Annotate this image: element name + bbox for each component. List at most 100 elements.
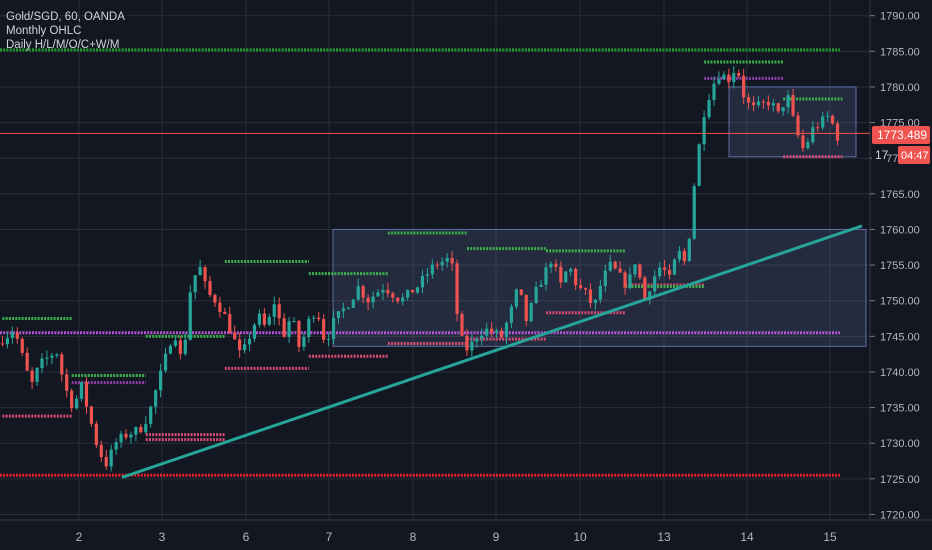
candle-body bbox=[593, 299, 598, 303]
candle-body bbox=[658, 267, 662, 277]
price-tick-label: 1720.00 bbox=[880, 509, 920, 521]
candle-body bbox=[129, 434, 133, 438]
candle-body bbox=[30, 370, 34, 382]
candle-body bbox=[203, 267, 207, 282]
candle-body bbox=[672, 259, 677, 275]
candle-body bbox=[302, 336, 306, 347]
candle-body bbox=[598, 286, 602, 300]
candle-body bbox=[430, 264, 434, 275]
candle-body bbox=[410, 289, 415, 293]
candle-body bbox=[692, 186, 696, 239]
candle-body bbox=[687, 238, 691, 262]
candle-body bbox=[351, 299, 355, 308]
candle-body bbox=[727, 74, 731, 83]
candle-body bbox=[618, 268, 622, 273]
time-tick-label: 8 bbox=[410, 530, 417, 544]
price-tick-label: 1765.00 bbox=[880, 189, 920, 201]
candle-body bbox=[806, 142, 810, 149]
candle-body bbox=[529, 303, 533, 321]
candle-body bbox=[406, 289, 410, 298]
candle-body bbox=[322, 319, 326, 340]
candle-body bbox=[569, 268, 573, 272]
candle-body bbox=[163, 353, 168, 371]
candle-body bbox=[603, 270, 607, 287]
candle-body bbox=[213, 295, 217, 303]
candle-body bbox=[578, 285, 583, 289]
candle-body bbox=[791, 95, 795, 116]
candle-body bbox=[494, 330, 499, 333]
candle-body bbox=[262, 313, 266, 325]
candle-body bbox=[440, 261, 444, 266]
candle-body bbox=[653, 276, 657, 292]
candle-body bbox=[183, 339, 187, 355]
candle-body bbox=[218, 302, 222, 312]
candle-body bbox=[193, 275, 197, 293]
candle-body bbox=[89, 406, 94, 424]
candle-body bbox=[697, 144, 701, 187]
countdown-tag bbox=[898, 146, 930, 164]
candle-body bbox=[168, 345, 173, 354]
price-tick-label: 1735.00 bbox=[880, 403, 920, 415]
candle-body bbox=[371, 296, 375, 303]
price-tick-label: 1730.00 bbox=[880, 438, 920, 450]
time-tick-label: 2 bbox=[76, 530, 83, 544]
candle-body bbox=[534, 287, 538, 304]
candle-body bbox=[158, 370, 163, 391]
time-tick-label: 7 bbox=[326, 530, 333, 544]
candle-body bbox=[514, 289, 518, 307]
candle-body bbox=[460, 313, 464, 336]
candle-body bbox=[420, 275, 425, 288]
candle-body bbox=[45, 357, 49, 359]
indicator-daily-levels[interactable]: Daily H/L/M/O/C+W/M bbox=[6, 39, 120, 51]
time-tick-label: 9 bbox=[493, 530, 500, 544]
candle-body bbox=[544, 267, 548, 285]
candle-body bbox=[746, 97, 751, 103]
ascending-trendline bbox=[121, 224, 863, 479]
candle-body bbox=[801, 135, 805, 149]
candle-body bbox=[297, 320, 301, 347]
trendline[interactable] bbox=[121, 224, 863, 479]
time-tick-label: 13 bbox=[657, 530, 671, 544]
last-price-value: 1773.489 bbox=[877, 128, 927, 142]
candle-body bbox=[312, 317, 316, 319]
candle-body bbox=[509, 306, 514, 323]
price-tick-label: 1760.00 bbox=[880, 224, 920, 236]
candle-body bbox=[485, 328, 489, 336]
candle-body bbox=[317, 317, 321, 320]
candle-body bbox=[282, 318, 286, 337]
price-axis[interactable] bbox=[870, 0, 932, 520]
candle-body bbox=[242, 344, 247, 351]
price-tick-label: 1755.00 bbox=[880, 260, 920, 272]
candle-body bbox=[583, 288, 588, 290]
candle-body bbox=[732, 73, 736, 83]
symbol-title[interactable]: Gold/SGD, 60, OANDA bbox=[6, 11, 125, 23]
candle-body bbox=[396, 297, 400, 302]
candle-body bbox=[366, 297, 370, 303]
candle-body bbox=[682, 251, 686, 262]
candle-body bbox=[667, 269, 672, 275]
candle-body bbox=[539, 284, 543, 288]
candle-body bbox=[104, 457, 108, 467]
candle-body bbox=[238, 339, 242, 351]
time-axis[interactable] bbox=[0, 520, 932, 550]
candle-body bbox=[519, 289, 523, 295]
candle-body bbox=[114, 442, 118, 450]
candle-body bbox=[233, 332, 237, 340]
candle-body bbox=[287, 321, 291, 337]
time-axis-labels: 2 3 6 7 8 9 10 13 14 15 bbox=[76, 530, 837, 544]
candle-body bbox=[415, 287, 420, 293]
candle-body bbox=[341, 308, 346, 312]
candle-body bbox=[588, 289, 593, 303]
candle-body bbox=[445, 257, 449, 262]
candle-body bbox=[376, 292, 380, 297]
candle-body bbox=[178, 340, 182, 355]
time-tick-label: 6 bbox=[243, 530, 250, 544]
chart-legend: Gold/SGD, 60, OANDA Monthly OHLC Daily H… bbox=[6, 10, 125, 52]
candle-body bbox=[173, 340, 178, 346]
partial-price-label: 17 bbox=[875, 148, 889, 162]
price-tick-label: 1725.00 bbox=[880, 474, 920, 486]
indicator-monthly-ohlc[interactable]: Monthly OHLC bbox=[6, 25, 82, 37]
candle-body bbox=[638, 264, 642, 278]
